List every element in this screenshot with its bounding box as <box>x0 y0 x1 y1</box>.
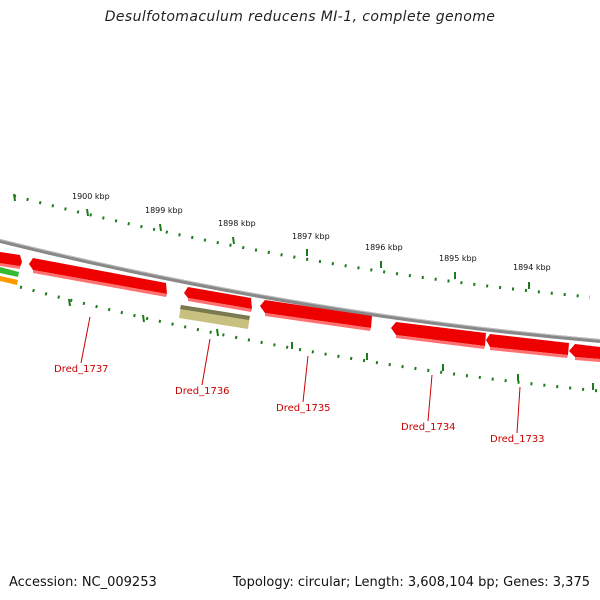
scale-label: 1899 kbp <box>145 206 183 215</box>
gene-dred-1737[interactable] <box>29 258 167 297</box>
scale-label: 1895 kbp <box>439 254 477 263</box>
scale-label: 1897 kbp <box>292 232 330 241</box>
gene-dred-1736-upper[interactable] <box>184 287 252 312</box>
inner-scale-ring <box>19 285 600 393</box>
gene-label[interactable]: Dred_1735 <box>276 403 331 414</box>
map-title: Desulfotomaculum reducens MI-1, complete… <box>104 9 496 25</box>
scale-major-tick <box>13 193 16 202</box>
gene-dred-1738[interactable] <box>0 252 22 269</box>
gene-label[interactable]: Dred_1737 <box>54 364 109 375</box>
accession-text: Accession: NC_009253 <box>9 575 157 590</box>
scale-major-tick <box>216 328 219 337</box>
scale-major-tick <box>68 298 71 307</box>
gene-labels: Dred_1737 Dred_1736 Dred_1735 Dred_1734 … <box>54 364 545 445</box>
scale-label: 1900 kbp <box>72 192 110 201</box>
scale-labels: 1900 kbp 1899 kbp 1898 kbp 1897 kbp 1896… <box>72 192 551 272</box>
gene-label[interactable]: Dred_1734 <box>401 422 456 433</box>
gene-label[interactable]: Dred_1736 <box>175 386 230 397</box>
gene-dred-1735[interactable] <box>260 300 372 331</box>
gene-dred-1736-pseudo[interactable] <box>179 305 250 329</box>
edge-feature-orange <box>0 276 18 285</box>
gene-label[interactable]: Dred_1733 <box>490 434 545 445</box>
scale-major-tick <box>232 236 235 245</box>
label-leaders <box>80 316 521 434</box>
scale-major-tick <box>142 314 145 323</box>
topology-text: Topology: circular; Length: 3,608,104 bp… <box>232 575 590 590</box>
gene-dred-1732[interactable] <box>569 344 600 362</box>
gene-dred-1733[interactable] <box>486 334 569 358</box>
scale-label: 1894 kbp <box>513 263 551 272</box>
scale-major-tick <box>159 223 162 232</box>
scale-major-tick <box>86 208 89 217</box>
gene-dred-1734[interactable] <box>391 322 486 349</box>
edge-feature-green <box>0 267 19 277</box>
scale-label: 1896 kbp <box>365 243 403 252</box>
outer-scale-ring <box>13 193 591 299</box>
scale-label: 1898 kbp <box>218 219 256 228</box>
genome-backbone <box>0 239 600 343</box>
